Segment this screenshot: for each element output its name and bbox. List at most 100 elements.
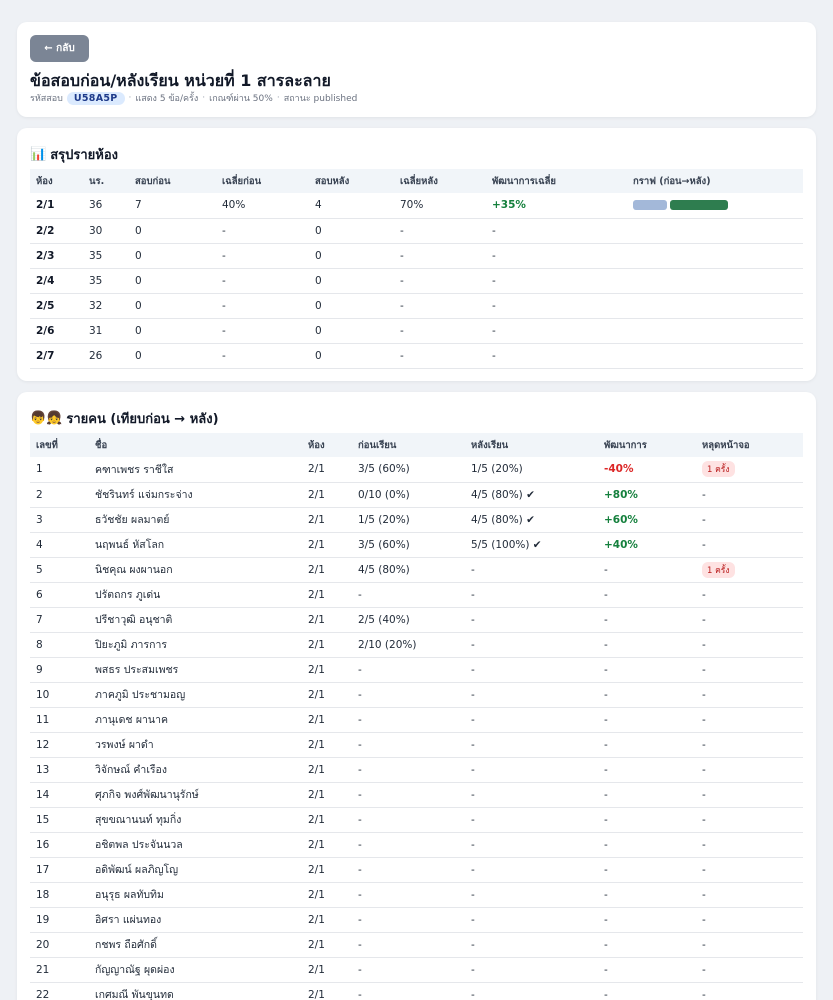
separator-dot: · xyxy=(128,93,132,103)
student-post-score: - xyxy=(465,632,598,658)
summary-cell-room: 2/5 xyxy=(30,293,83,319)
student-no: 22 xyxy=(30,982,89,1000)
student-row: 18 อนุรุธ ผลทับทิม 2/1- - - - xyxy=(30,882,803,908)
student-name: นฤพนธ์ หัสโลก xyxy=(89,532,302,558)
student-row: 12 วรพงษ์ ผาดำ 2/1- - - - xyxy=(30,732,803,758)
student-pre-score: 1/5 (20%) xyxy=(352,507,465,533)
student-row: 4 นฤพนธ์ หัสโลก 2/1 3/5 (60%) 5/5 (100%) ✔ +4… xyxy=(30,532,803,558)
separator-dot: · xyxy=(202,93,206,103)
student-room: 2/1 xyxy=(302,707,352,733)
student-no: 10 xyxy=(30,682,89,708)
student-development: - xyxy=(598,657,696,683)
back-button[interactable]: ← กลับ xyxy=(30,35,89,62)
student-room: 2/1 xyxy=(302,582,352,608)
students-col-header: ชื่อ xyxy=(89,433,302,457)
summary-card: 📊 สรุปรายห้อง ห้อง นร. สอบก่อน เฉลี่ยก่อน สอ… xyxy=(17,128,816,381)
students-card: 👦👧 รายคน (เทียบก่อน → หลัง) เลขที่ ชื่อ ห้… xyxy=(17,392,816,1000)
summary-cell-graph xyxy=(627,293,803,319)
student-name: กัญญาณัฐ ผุดผ่อง xyxy=(89,957,302,983)
summary-row: 2/4 35 0-0- - xyxy=(30,268,803,294)
student-pre-score: - xyxy=(352,682,465,708)
summary-table: ห้อง นร. สอบก่อน เฉลี่ยก่อน สอบหลัง เฉลี่ยหลั… xyxy=(30,169,803,369)
summary-col-header: เฉลี่ยหลัง xyxy=(394,169,486,193)
student-row: 21 กัญญาณัฐ ผุดผ่อง 2/1- - - - xyxy=(30,957,803,983)
student-room: 2/1 xyxy=(302,957,352,983)
summary-cell-post-avg: - xyxy=(394,343,486,369)
student-name: อดิพัฒน์ ผลภิญโญ xyxy=(89,857,302,883)
summary-cell-pre-avg: - xyxy=(216,318,309,344)
student-post-score: - xyxy=(465,657,598,683)
student-no: 2 xyxy=(30,482,89,508)
exam-code-badge: U58A5P xyxy=(66,91,125,105)
student-row: 7 ปรีชาวุฒิ อนุชาติ 2/1 2/5 (40%) - - - xyxy=(30,607,803,633)
student-no: 14 xyxy=(30,782,89,808)
student-room: 2/1 xyxy=(302,932,352,958)
summary-cell-students: 26 xyxy=(83,343,129,369)
student-post-score: - xyxy=(465,882,598,908)
leave-badge: 1 ครั้ง xyxy=(702,461,735,478)
header-card: ← กลับ ข้อสอบก่อน/หลังเรียน หน่วยที่ 1 ส… xyxy=(17,22,816,117)
summary-cell-dev: - xyxy=(486,293,627,319)
student-name: พสธร ประสมเพชร xyxy=(89,657,302,683)
student-name: เกศมณี พันขุนทด xyxy=(89,982,302,1000)
students-title: 👦👧 รายคน (เทียบก่อน → หลัง) xyxy=(30,408,219,429)
student-post-score: 1/5 (20%) xyxy=(465,457,598,483)
student-post-score: - xyxy=(465,857,598,883)
code-label: รหัสสอบ xyxy=(30,94,63,104)
student-leave-count: - xyxy=(696,757,803,783)
pre-test-bar xyxy=(633,200,667,211)
summary-cell-post-count: 4 xyxy=(309,193,394,219)
student-row: 1 คฑาเพชร ราชีใส 2/1 3/5 (60%) 1/5 (20%) -40%… xyxy=(30,457,803,483)
student-name: คฑาเพชร ราชีใส xyxy=(89,457,302,483)
student-no: 12 xyxy=(30,732,89,758)
student-development: - xyxy=(598,982,696,1000)
student-row: 10 ภาคภูมิ ประชามอญ 2/1- - - - xyxy=(30,682,803,708)
student-room: 2/1 xyxy=(302,682,352,708)
student-name: วิจักษณ์ คำเรือง xyxy=(89,757,302,783)
summary-col-header: สอบก่อน xyxy=(129,169,216,193)
summary-cell-room: 2/7 xyxy=(30,343,83,369)
summary-cell-post-avg: - xyxy=(394,293,486,319)
student-leave-count: - xyxy=(696,582,803,608)
student-name: นิชคุณ ผงผานอก xyxy=(89,557,302,583)
summary-cell-pre-avg: 40% xyxy=(216,193,309,219)
summary-row: 2/7 26 0-0- - xyxy=(30,343,803,369)
student-pre-score: - xyxy=(352,657,465,683)
student-post-score: - xyxy=(465,682,598,708)
summary-cell-pre-count: 0 xyxy=(129,293,216,319)
student-room: 2/1 xyxy=(302,557,352,583)
summary-cell-pre-avg: - xyxy=(216,343,309,369)
student-row: 6 ปรัตถกร ภูเด่น 2/1- - - - xyxy=(30,582,803,608)
student-development: - xyxy=(598,757,696,783)
summary-cell-pre-avg: - xyxy=(216,293,309,319)
summary-row: 2/2 30 0-0- - xyxy=(30,218,803,244)
student-development: - xyxy=(598,607,696,633)
student-no: 20 xyxy=(30,932,89,958)
student-development: - xyxy=(598,782,696,808)
student-development: - xyxy=(598,932,696,958)
students-col-header: ก่อนเรียน xyxy=(352,433,465,457)
student-post-score: 5/5 (100%) ✔ xyxy=(465,532,598,558)
summary-cell-room: 2/2 xyxy=(30,218,83,244)
student-development: - xyxy=(598,857,696,883)
summary-row: 2/3 35 0-0- - xyxy=(30,243,803,269)
student-row: 14 ศุภกิจ พงศ์พัฒนานุรักษ์ 2/1- - - - xyxy=(30,782,803,808)
student-development: - xyxy=(598,907,696,933)
summary-cell-pre-count: 0 xyxy=(129,268,216,294)
student-pre-score: 3/5 (60%) xyxy=(352,532,465,558)
student-room: 2/1 xyxy=(302,757,352,783)
student-development: - xyxy=(598,557,696,583)
student-room: 2/1 xyxy=(302,782,352,808)
summary-col-header: เฉลี่ยก่อน xyxy=(216,169,309,193)
student-pre-score: - xyxy=(352,982,465,1000)
student-name: ศุภกิจ พงศ์พัฒนานุรักษ์ xyxy=(89,782,302,808)
student-development: - xyxy=(598,632,696,658)
students-col-header: ห้อง xyxy=(302,433,352,457)
student-row: 3 ธวัชชัย ผลมาตย์ 2/1 1/5 (20%) 4/5 (80%) ✔ +… xyxy=(30,507,803,533)
summary-col-header: กราฟ (ก่อน→หลัง) xyxy=(627,169,803,193)
summary-cell-pre-count: 0 xyxy=(129,343,216,369)
student-name: อิศรา แผ่นทอง xyxy=(89,907,302,933)
summary-cell-room: 2/6 xyxy=(30,318,83,344)
student-no: 5 xyxy=(30,557,89,583)
summary-cell-graph xyxy=(627,193,803,219)
